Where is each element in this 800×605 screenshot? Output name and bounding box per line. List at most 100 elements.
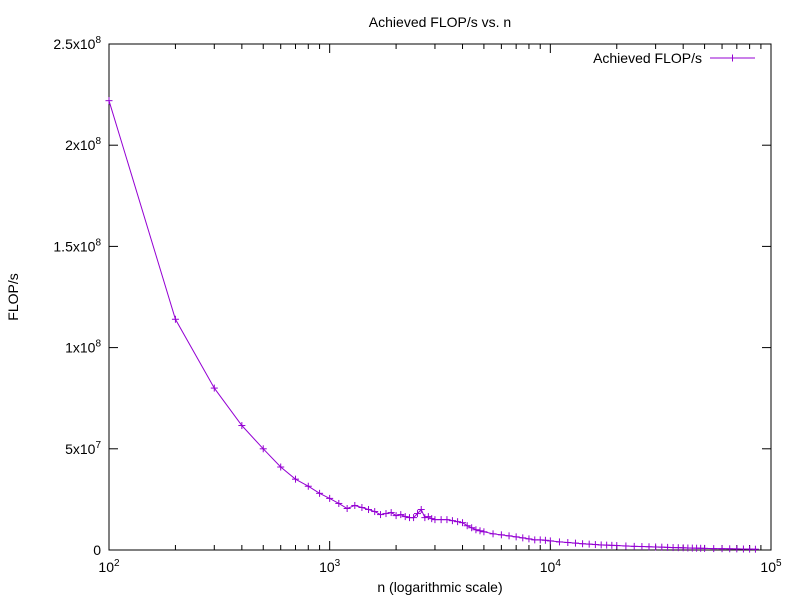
data-point bbox=[630, 542, 638, 550]
data-point bbox=[468, 524, 476, 532]
data-point bbox=[613, 542, 621, 550]
y-axis-ticks bbox=[109, 43, 771, 551]
y-tick-label: 1x108 bbox=[65, 339, 101, 356]
y-axis-label: FLOP/s bbox=[5, 273, 21, 320]
data-point bbox=[417, 506, 425, 514]
x-axis-label: n (logarithmic scale) bbox=[377, 579, 502, 595]
data-point bbox=[585, 540, 593, 548]
y-tick-label: 5x107 bbox=[65, 440, 101, 457]
data-point bbox=[579, 540, 587, 548]
data-point bbox=[401, 513, 409, 521]
y-tick-label-mantissa: 1.5x10 bbox=[53, 238, 95, 254]
series-line bbox=[108, 100, 756, 550]
data-point bbox=[428, 515, 436, 523]
x-tick-label-base: 10 bbox=[98, 559, 114, 575]
data-point bbox=[525, 535, 533, 543]
data-point bbox=[277, 463, 285, 471]
data-point bbox=[710, 545, 718, 553]
x-tick-label: 102 bbox=[98, 558, 120, 575]
y-tick-label-exponent: 8 bbox=[95, 237, 101, 248]
data-point bbox=[638, 543, 646, 551]
y-tick-label-exponent: 7 bbox=[95, 440, 101, 451]
data-point bbox=[210, 384, 218, 392]
data-point bbox=[505, 532, 513, 540]
data-point bbox=[387, 509, 395, 517]
data-point bbox=[497, 531, 505, 539]
y-tick-label: 1.5x108 bbox=[53, 237, 101, 254]
y-tick-label-mantissa: 1x10 bbox=[65, 340, 96, 356]
x-tick-label-base: 10 bbox=[540, 559, 556, 575]
data-point bbox=[448, 517, 456, 525]
x-tick-label-base: 10 bbox=[319, 559, 335, 575]
data-point bbox=[512, 533, 520, 541]
data-point bbox=[454, 518, 462, 526]
data-point bbox=[431, 516, 439, 524]
x-tick-label-exponent: 5 bbox=[776, 558, 782, 569]
data-point bbox=[541, 536, 549, 544]
data-point bbox=[377, 511, 385, 519]
data-point bbox=[480, 528, 488, 536]
data-point bbox=[555, 538, 563, 546]
legend-marker bbox=[729, 54, 736, 62]
y-tick-label-mantissa: 5x10 bbox=[65, 441, 96, 457]
data-point bbox=[358, 503, 366, 511]
plot-frame bbox=[108, 43, 772, 551]
data-point bbox=[459, 519, 467, 527]
data-point bbox=[392, 512, 400, 520]
x-tick-label: 105 bbox=[760, 558, 782, 575]
data-point bbox=[410, 514, 418, 522]
data-point bbox=[733, 545, 741, 553]
y-tick-label: 2.5x108 bbox=[53, 35, 101, 52]
data-point bbox=[645, 543, 653, 551]
data-point bbox=[463, 522, 471, 530]
data-point bbox=[701, 544, 709, 552]
x-tick-label-exponent: 2 bbox=[114, 558, 120, 569]
y-tick-label-mantissa: 2x10 bbox=[65, 137, 96, 153]
x-tick-label-exponent: 3 bbox=[335, 558, 341, 569]
series-markers bbox=[105, 97, 759, 553]
y-tick-label: 0 bbox=[93, 542, 101, 558]
data-point bbox=[726, 545, 734, 553]
x-axis-ticks bbox=[108, 44, 772, 550]
data-point bbox=[326, 494, 334, 502]
data-point bbox=[751, 545, 759, 553]
data-point bbox=[343, 505, 351, 513]
data-point bbox=[546, 537, 554, 545]
data-point bbox=[171, 315, 179, 323]
x-axis-tick-labels: 102 103 104 105 bbox=[98, 558, 782, 575]
chart-title: Achieved FLOP/s vs. n bbox=[369, 14, 511, 30]
data-point bbox=[652, 543, 660, 551]
data-point bbox=[413, 510, 421, 518]
legend-label: Achieved FLOP/s bbox=[593, 50, 702, 66]
data-point bbox=[105, 97, 113, 105]
y-tick-label: 2x108 bbox=[65, 136, 101, 153]
data-point bbox=[571, 539, 579, 547]
data-point bbox=[739, 545, 747, 553]
data-point bbox=[335, 499, 343, 507]
data-point bbox=[489, 530, 497, 538]
data-point bbox=[259, 445, 267, 453]
data-point bbox=[476, 527, 484, 535]
y-tick-label-exponent: 8 bbox=[95, 136, 101, 147]
y-tick-label-exponent: 8 bbox=[95, 339, 101, 350]
data-point bbox=[622, 542, 630, 550]
y-tick-label-mantissa: 0 bbox=[93, 542, 101, 558]
legend: Achieved FLOP/s bbox=[593, 50, 755, 66]
y-tick-label-mantissa: 2.5x10 bbox=[53, 36, 95, 52]
data-point bbox=[365, 506, 373, 514]
data-point bbox=[351, 501, 359, 509]
data-point bbox=[304, 482, 312, 490]
data-point bbox=[371, 508, 379, 516]
data-point bbox=[519, 534, 527, 542]
data-point bbox=[382, 510, 390, 518]
data-point bbox=[472, 526, 480, 534]
series-layer bbox=[105, 97, 759, 553]
data-point bbox=[421, 514, 429, 522]
data-point bbox=[316, 489, 324, 497]
y-tick-label-exponent: 8 bbox=[95, 35, 101, 46]
x-tick-label-exponent: 4 bbox=[555, 558, 561, 569]
data-point bbox=[291, 475, 299, 483]
